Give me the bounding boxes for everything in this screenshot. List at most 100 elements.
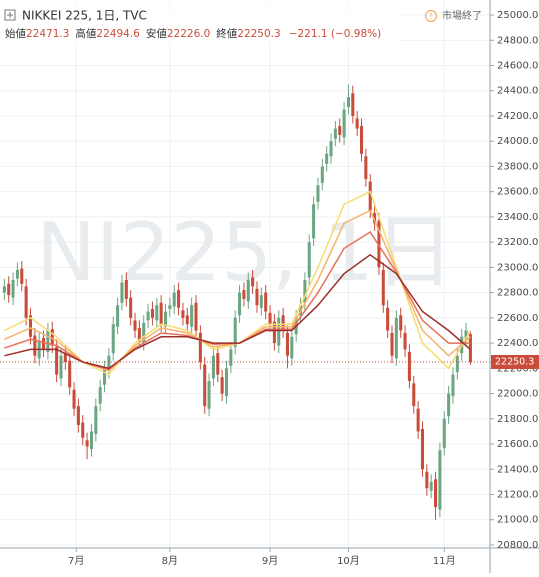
candle-body [312,204,316,239]
candle-body [63,353,67,363]
candle-body [464,330,468,340]
candle-body [251,277,255,287]
candle-body [307,242,311,278]
y-tick-label: 21200.0 [497,489,538,500]
candle-body [290,336,294,359]
candle-body [416,408,420,432]
candle-body [390,332,394,356]
candle-body [233,317,237,347]
candle-body [451,374,455,397]
candle-body [194,302,198,331]
candle-body [111,324,115,354]
candle-body [207,380,211,409]
candle-body [303,279,307,303]
y-tick-label: 23000.0 [497,262,538,273]
candle-body [137,327,141,341]
candle-body [316,185,320,202]
status-icon[interactable] [425,10,437,22]
candle-body [325,153,329,164]
y-tick-label: 24400.0 [497,86,538,97]
candle-body [412,383,416,407]
x-tick-label: 7月 [68,555,84,567]
y-tick-label: 24000.0 [497,136,538,147]
y-tick-label: 23400.0 [497,212,538,223]
y-tick-label: 21600.0 [497,439,538,450]
change: −221.1 (−0.98%) [289,28,382,40]
plot [0,84,490,520]
candle-body [172,292,176,307]
ohlc-value: 22250.3 [237,28,280,40]
candle-body [386,307,390,331]
candle-body [381,269,385,306]
ohlc-name: 終値 [216,27,237,40]
ohlc-values: 始値22471.3 高値22494.6 安値22226.0 終値22250.3 −221… [5,27,381,40]
candle-body [68,360,72,388]
candle-body [89,431,93,450]
axes: 20800.0 21000.0 21200.0 21400.0 21600.0 21800… [68,10,539,567]
y-tick-label: 24800.0 [497,35,538,46]
y-tick-label: 24200.0 [497,111,538,122]
candle-body [76,406,80,426]
candle-body [55,346,59,375]
candle-body [50,329,54,346]
candle-body [399,315,403,331]
candle-body [364,156,368,180]
candle-body [438,450,442,510]
candle-body [281,315,285,331]
candle-body [142,322,146,344]
candle-body [216,353,220,375]
candle-body [7,283,11,296]
candle-body [346,97,350,108]
candle-body [264,292,268,312]
candle-body [120,282,124,303]
candle-body [351,93,355,116]
candle-body [329,141,333,157]
candle-body [259,295,263,308]
symbol-title[interactable]: NIKKEI 225, 1日, TVC [22,9,147,23]
candle-body [320,166,324,183]
y-tick-label: 22000.0 [497,389,538,400]
candle-body [211,355,215,379]
ohlc-name: 安値 [146,27,167,40]
candle-body [163,311,168,327]
candle-body [377,220,381,268]
candle-body [268,312,272,325]
candle-body [116,305,120,327]
candle-body [373,213,377,224]
candle-body [107,355,111,371]
candle-body [242,290,246,299]
candle-body [181,310,185,318]
market-status[interactable]: 市場終了 [442,9,482,22]
collapse-icon[interactable] [4,9,16,21]
candle-body [447,393,451,417]
candle-body [20,268,24,284]
ohlc-legend: 始値22471.3 高値22494.6 安値22226.0 終値22250.3 −221… [5,27,381,40]
last-price-label: 22250.3 [495,356,534,367]
candle-body [255,288,259,306]
last-price-tag [491,354,539,369]
candle-body [238,292,242,316]
candle-body [185,315,189,325]
candle-body [159,302,163,325]
x-tick-label: 11月 [433,555,456,567]
y-tick-label: 20800.0 [497,540,538,551]
candle-body [198,332,202,363]
ohlc-value: 22226.0 [167,28,210,40]
candle-body [85,440,89,447]
candle-body [94,406,98,434]
candle-body [220,377,224,394]
candle-body [420,428,425,470]
candle-body [33,335,37,356]
y-tick-label: 23200.0 [497,237,538,248]
candle-body [229,349,233,366]
status-icon-mark: ! [429,12,432,21]
candle-body [333,128,337,139]
candle-body [203,364,207,407]
candle-body [59,355,63,379]
y-tick-label: 21400.0 [497,464,538,475]
candle-body [407,351,411,381]
ohlc-name: 高値 [75,27,96,40]
candle-body [355,118,359,129]
